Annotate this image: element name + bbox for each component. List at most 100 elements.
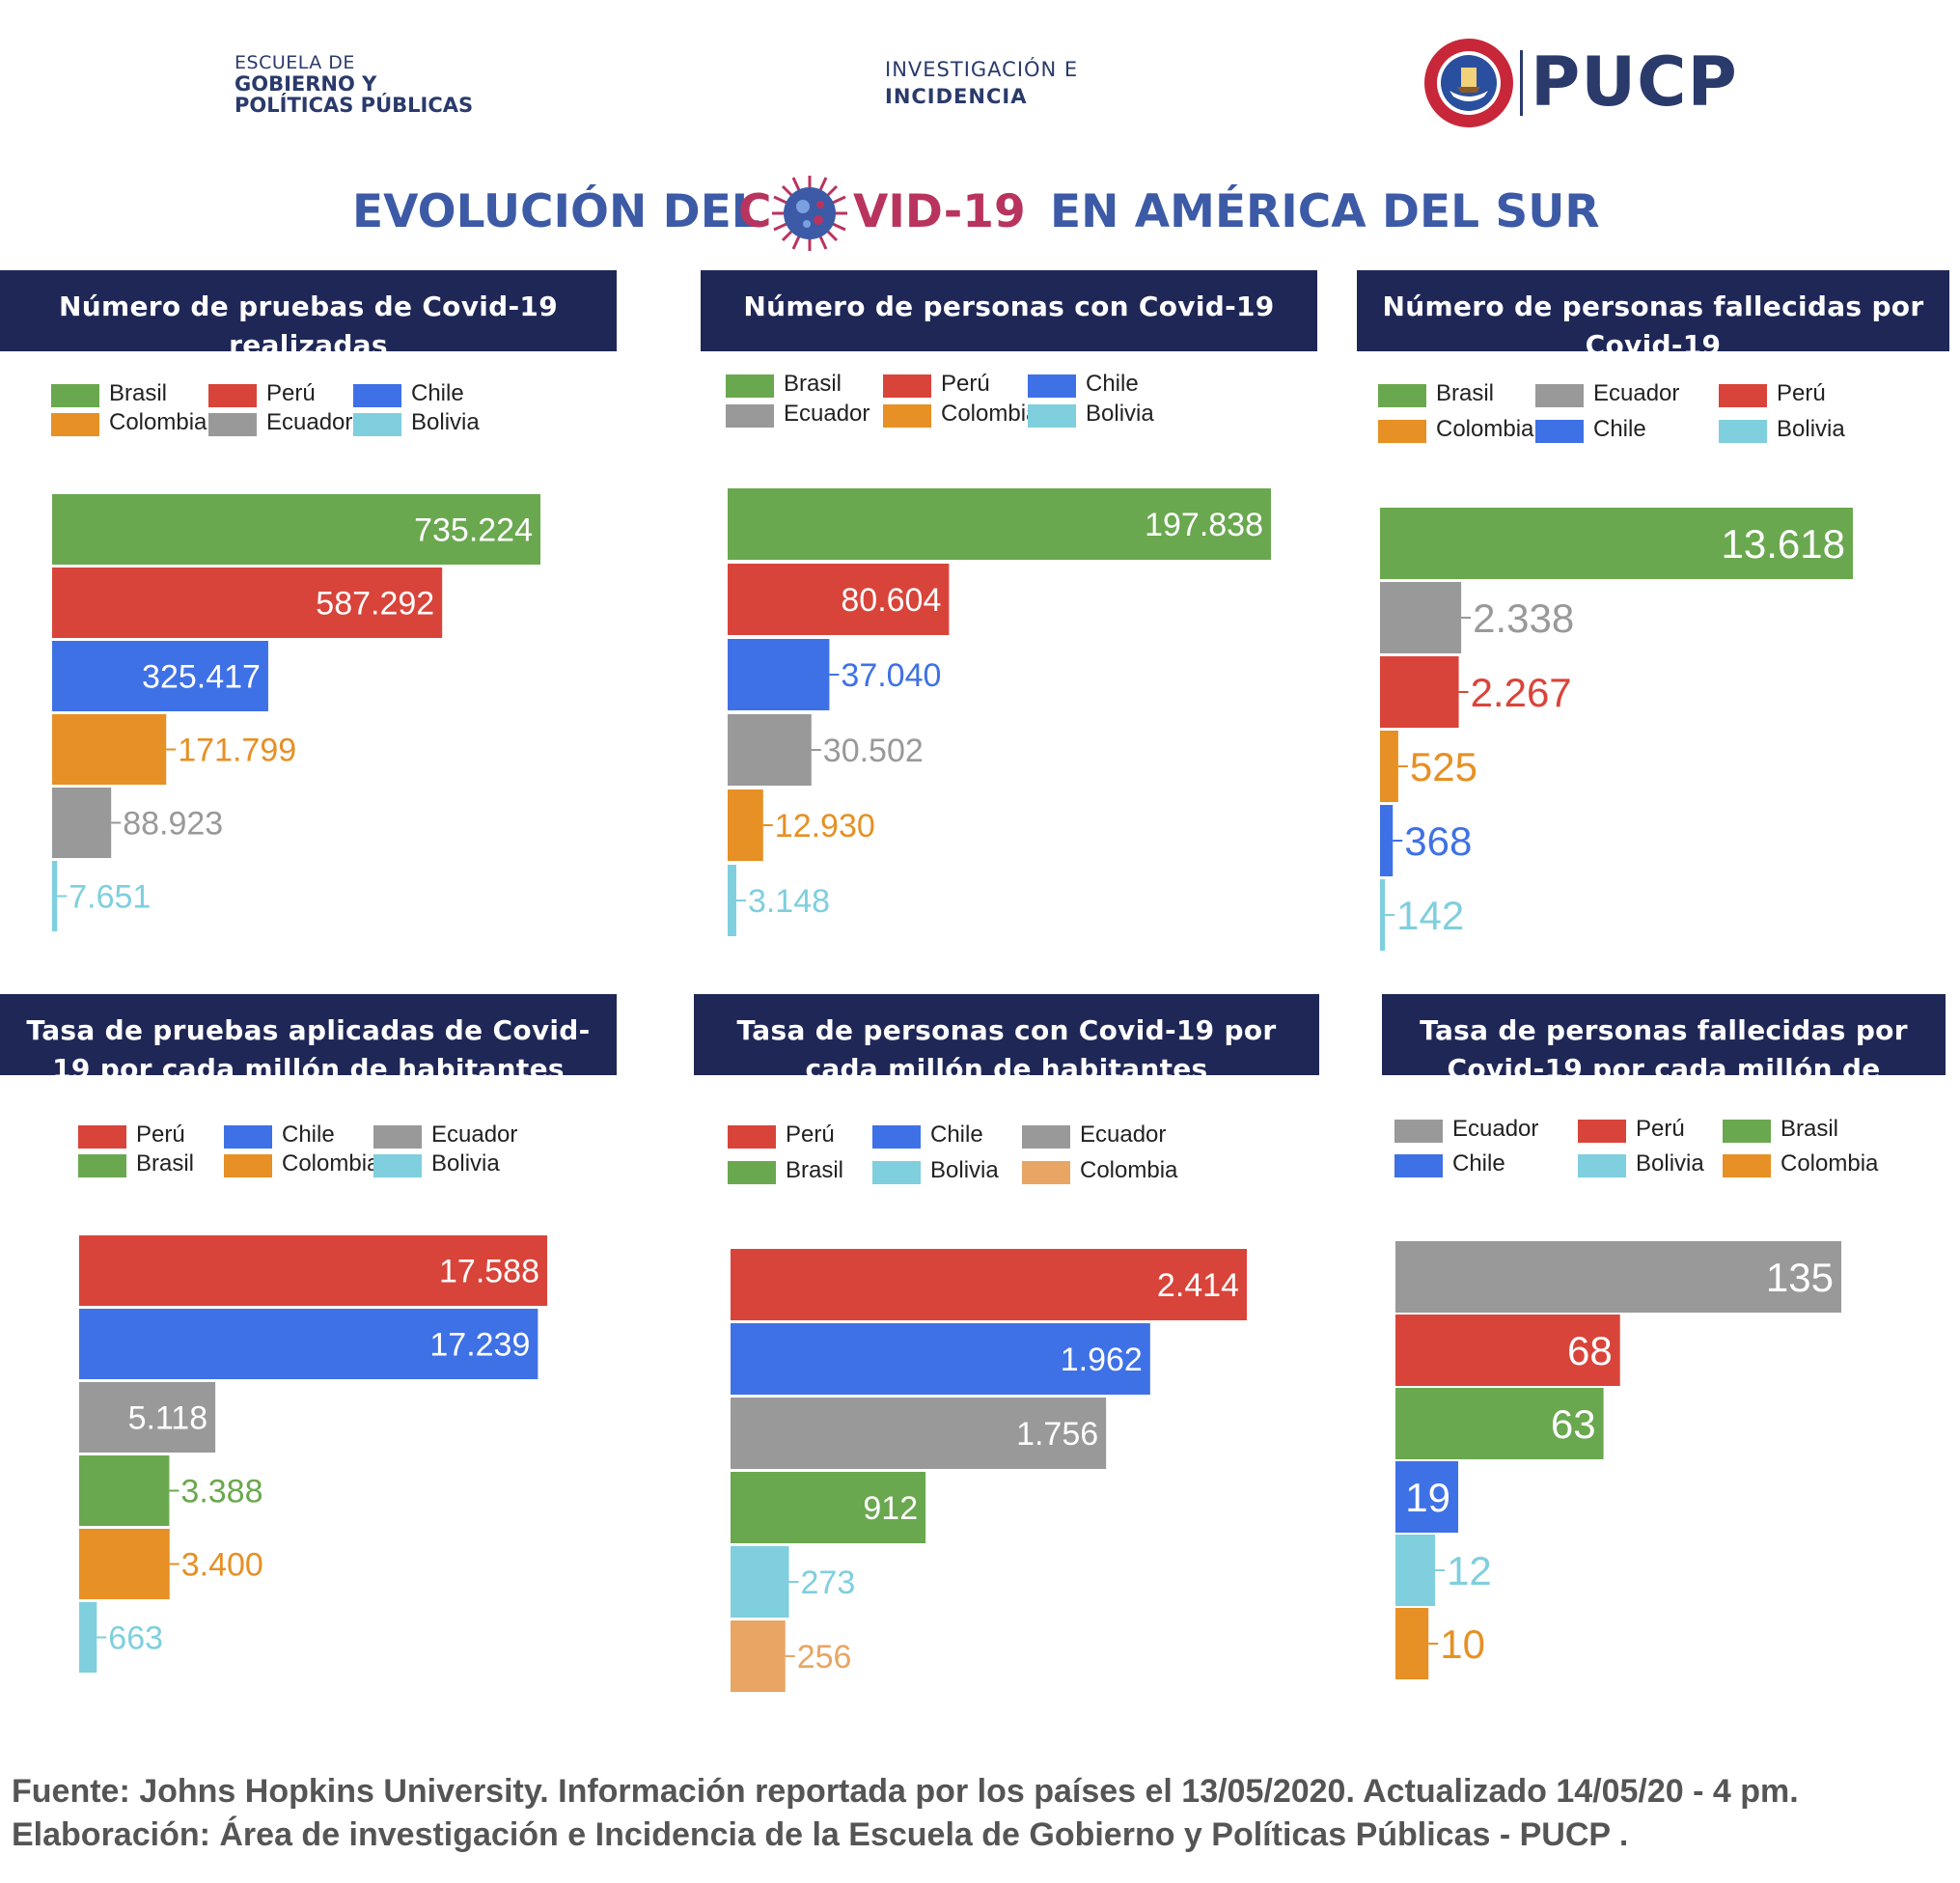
legend-label: Colombia: [109, 409, 207, 435]
bar-bolivia: [52, 861, 58, 931]
legend-swatch: [353, 413, 401, 436]
legend-label: Brasil: [1781, 1116, 1839, 1142]
footer: Fuente: Johns Hopkins University. Inform…: [12, 1770, 1942, 1857]
legend-label: Brasil: [109, 380, 168, 406]
legend-label: Perú: [941, 371, 990, 397]
bar-chart: 135 68 63 19 12 10: [1395, 1241, 1841, 1679]
legend-label: Perú: [1636, 1116, 1685, 1142]
legend-label: Bolivia: [1777, 416, 1845, 442]
legend-label: Ecuador: [1080, 1121, 1167, 1148]
legend-label: Colombia: [941, 401, 1039, 427]
bar-brasil: [52, 494, 540, 565]
data-label-colombia: 256: [797, 1639, 852, 1675]
panel-title: Tasa de personas fallecidas por Covid-19…: [1382, 994, 1946, 1075]
legend-swatch: [1022, 1161, 1070, 1184]
data-label-brasil: 13.618: [1722, 521, 1845, 567]
legend-label: Perú: [136, 1121, 185, 1148]
data-label-colombia: 525: [1410, 744, 1477, 789]
bar-brasil: [1380, 508, 1853, 579]
bar-peru: [731, 1249, 1247, 1320]
panel-title: Tasa de personas con Covid-19 por cada m…: [694, 994, 1319, 1075]
legend-swatch: [1022, 1125, 1070, 1149]
legend-label: Bolivia: [411, 409, 480, 435]
legend-label: Chile: [930, 1121, 983, 1148]
legend-swatch: [353, 384, 401, 407]
legend-swatch: [224, 1125, 272, 1149]
data-label-chile: 325.417: [142, 659, 261, 696]
data-label-bolivia: 273: [801, 1565, 856, 1601]
legend-label: Bolivia: [1636, 1150, 1704, 1177]
legend-label: Ecuador: [266, 409, 353, 435]
bar-ecuador: [1395, 1241, 1841, 1313]
org-left-line3: POLÍTICAS PÚBLICAS: [235, 94, 474, 117]
legend-swatch: [1378, 384, 1426, 407]
bar-chart: 735.224 587.292 325.417 171.799 88.923 7.651: [52, 494, 540, 931]
legend-swatch: [1535, 384, 1584, 407]
legend-swatch: [1723, 1154, 1771, 1177]
legend-label: Brasil: [136, 1150, 195, 1177]
bar-peru: [1395, 1315, 1620, 1386]
footer-credits: Elaboración: Área de investigación e Inc…: [12, 1816, 1629, 1853]
panel-title: Número de pruebas de Covid-19 realizadas: [0, 270, 617, 351]
data-label-chile: 19: [1405, 1475, 1450, 1520]
title-part-c: C: [738, 185, 772, 238]
legend-swatch: [726, 404, 774, 428]
bar-ecuador: [1380, 582, 1462, 653]
bar-colombia: [1380, 731, 1398, 802]
bar-peru: [79, 1235, 547, 1306]
legend-label: Colombia: [1436, 416, 1534, 442]
legend-label: Colombia: [1781, 1150, 1879, 1177]
data-label-chile: 17.239: [429, 1327, 530, 1364]
legend-label: Colombia: [282, 1150, 380, 1177]
data-label-ecuador: 2.338: [1473, 595, 1574, 641]
legend-swatch: [1028, 374, 1076, 398]
bar-bolivia: [1380, 879, 1386, 951]
bar-chile: [79, 1309, 538, 1379]
logo-separator: [1520, 50, 1523, 116]
legend-swatch: [51, 413, 99, 436]
panel-title: Número de personas con Covid-19: [701, 270, 1317, 351]
legend-label: Colombia: [1080, 1157, 1178, 1183]
bar-brasil: [1395, 1388, 1604, 1459]
panel-title: Número de personas fallecidas por Covid-…: [1357, 270, 1949, 351]
bar-brasil: [79, 1455, 170, 1526]
data-label-bolivia: 7.651: [69, 879, 151, 916]
data-label-ecuador: 5.118: [128, 1400, 208, 1437]
org-mid-line1: INVESTIGACIÓN E: [885, 58, 1079, 81]
legend-swatch: [1578, 1120, 1626, 1143]
panel-pruebas: Número de pruebas de Covid-19 realizadas…: [0, 270, 618, 946]
bar-colombia: [52, 714, 167, 785]
legend-label: Brasil: [786, 1157, 844, 1183]
legend-label: Chile: [1593, 416, 1646, 442]
data-label-colombia: 3.400: [181, 1547, 263, 1584]
legend-label: Perú: [1777, 380, 1826, 406]
bar-bolivia: [1395, 1535, 1436, 1606]
legend-swatch: [872, 1125, 921, 1149]
legend-swatch: [78, 1125, 126, 1149]
legend-label: Chile: [411, 380, 464, 406]
org-left-line1: ESCUELA DE: [235, 52, 355, 73]
data-label-ecuador: 1.756: [1016, 1416, 1098, 1453]
data-label-peru: 587.292: [316, 586, 434, 623]
legend-label: Bolivia: [1086, 401, 1154, 427]
legend-swatch: [883, 404, 931, 428]
bar-chart: 17.588 17.239 5.118 3.388 3.400 663: [79, 1235, 547, 1673]
main-title: EVOLUCIÓN DEL C VID-19 EN AMÉRICA DEL SU…: [352, 172, 1665, 255]
bar-chile: [731, 1323, 1150, 1395]
legend-swatch: [51, 384, 99, 407]
legend-label: Ecuador: [431, 1121, 518, 1148]
data-label-ecuador: 135: [1766, 1255, 1834, 1300]
pucp-seal-icon: [1424, 39, 1513, 127]
legend-swatch: [1394, 1154, 1443, 1177]
bar-chart: 197.838 80.604 37.040 30.502 12.930 3.148: [728, 488, 1271, 936]
data-label-bolivia: 142: [1396, 893, 1464, 938]
legend-swatch: [1028, 404, 1076, 428]
investigacion-logo: INVESTIGACIÓN E INCIDENCIA: [885, 56, 1136, 110]
legend-swatch: [78, 1154, 126, 1177]
escuela-gobierno-logo: ESCUELA DE GOBIERNO Y POLÍTICAS PÚBLICAS: [235, 52, 524, 116]
legend-label: Brasil: [1436, 380, 1495, 406]
legend-swatch: [1394, 1120, 1443, 1143]
panel-personas: Número de personas con Covid-19 Brasil Pe…: [701, 270, 1318, 946]
panel-title-text: Tasa de personas con Covid-19 por cada m…: [736, 1014, 1277, 1075]
legend-label: Perú: [266, 380, 316, 406]
